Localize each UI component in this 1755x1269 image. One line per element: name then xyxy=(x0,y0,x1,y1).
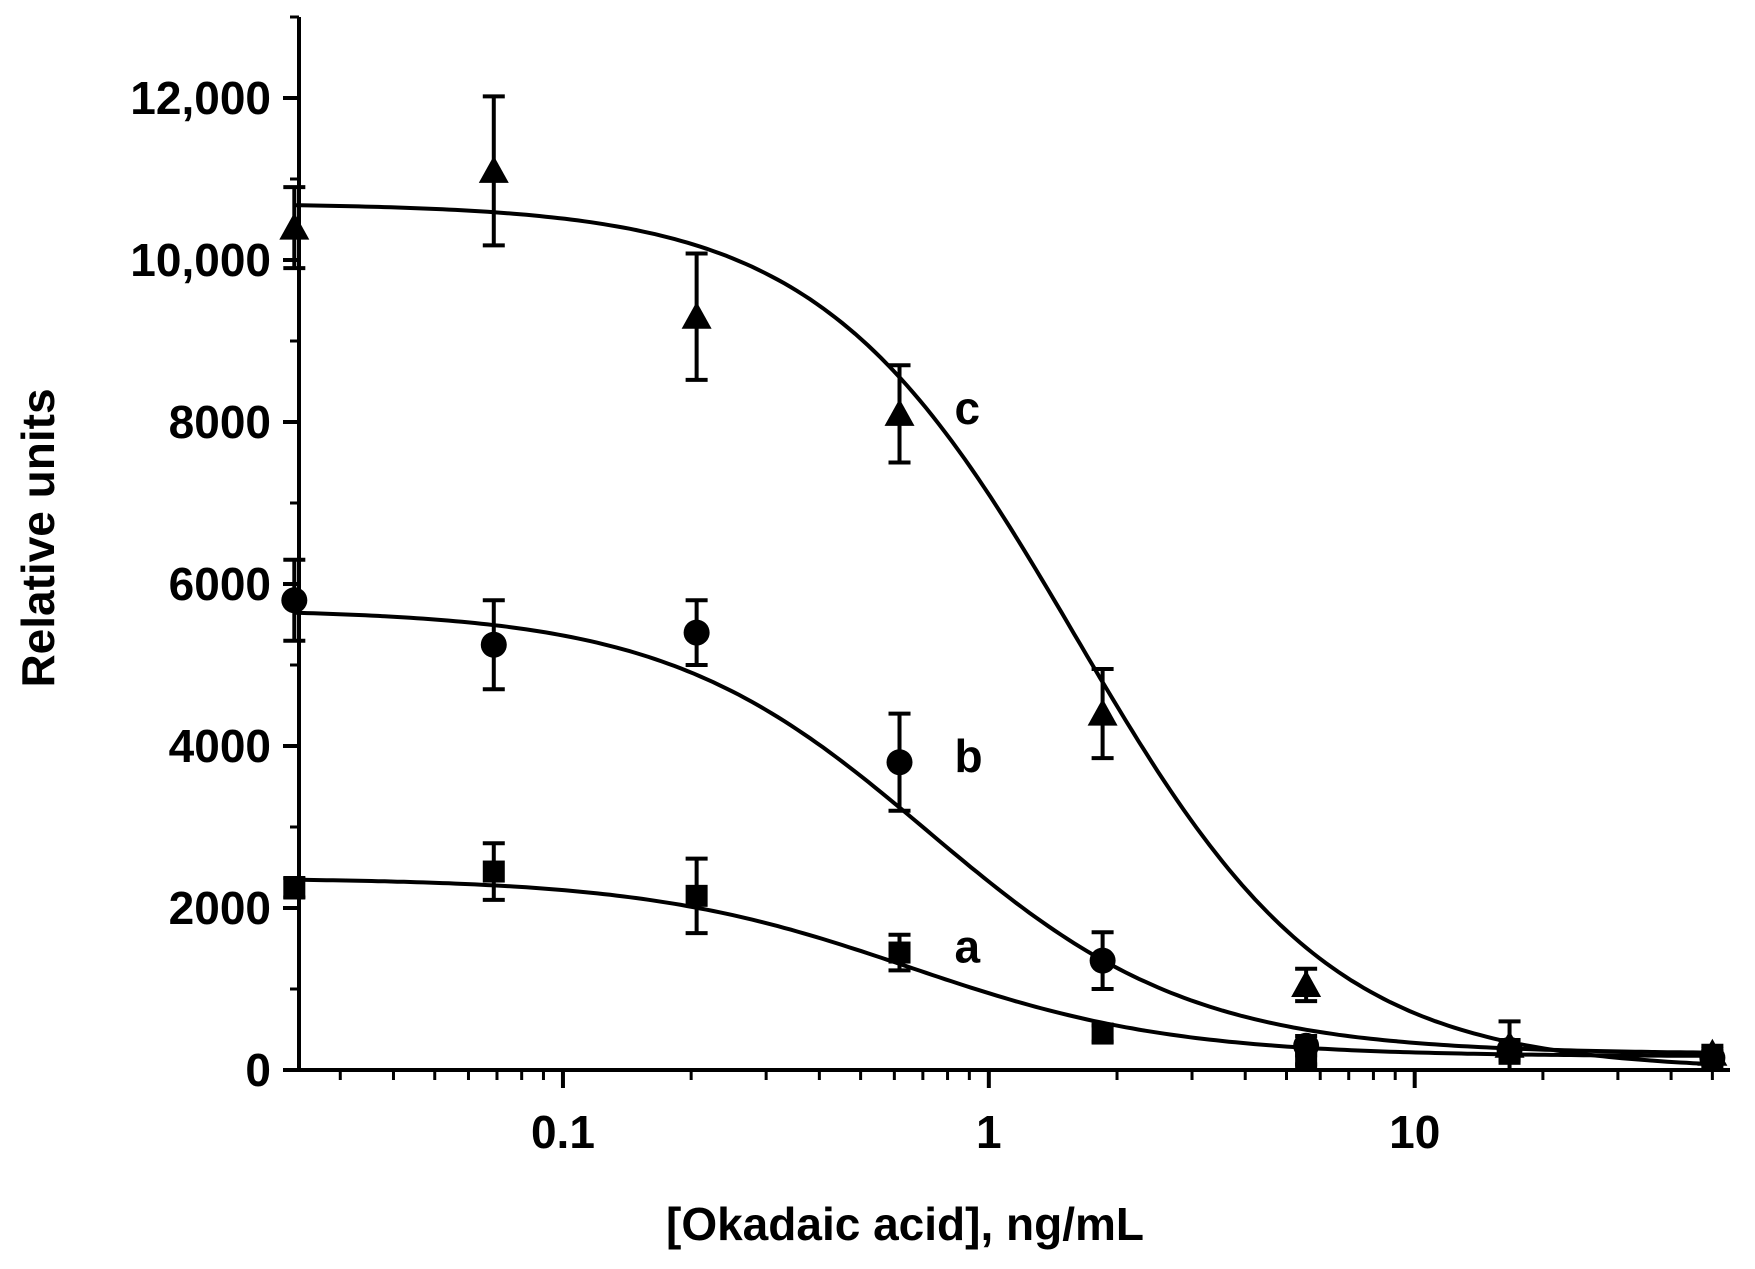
marker-circle-b xyxy=(1089,947,1116,974)
error-bars xyxy=(283,94,1724,1072)
x-axis-title: [Okadaic acid], ng/mL xyxy=(666,1198,1144,1250)
marker-circle-b xyxy=(886,749,913,776)
marker-triangle-c xyxy=(681,301,712,329)
series-label-b: b xyxy=(955,730,983,782)
fit-curves xyxy=(294,203,1713,1067)
y-tick-label: 0 xyxy=(245,1044,271,1096)
marker-circle-b xyxy=(281,587,308,614)
fit-curve-b xyxy=(294,610,1713,1055)
y-tick-label: 12,000 xyxy=(130,72,271,124)
marker-square-a xyxy=(482,860,505,883)
series-label-a: a xyxy=(955,921,981,973)
y-axis-title: Relative units xyxy=(12,388,64,687)
marker-circle-b xyxy=(1293,1032,1320,1059)
marker-triangle-c xyxy=(1087,698,1118,726)
marker-square-a xyxy=(1091,1022,1114,1045)
series-labels: a b c xyxy=(955,382,983,973)
marker-square-a xyxy=(685,884,708,907)
y-tick-label: 8000 xyxy=(169,396,271,448)
axes: 0 2000 4000 6000 8000 10,000 12,000 0.1 1 10 xyxy=(130,15,1730,1158)
marker-circle-b xyxy=(683,619,710,646)
marker-circle-b xyxy=(480,631,507,658)
marker-square-a xyxy=(888,941,911,964)
x-tick-label: 10 xyxy=(1389,1106,1440,1158)
marker-triangle-c xyxy=(279,212,310,240)
marker-triangle-c xyxy=(1697,1038,1728,1066)
x-tick-label: 0.1 xyxy=(531,1106,595,1158)
marker-triangle-c xyxy=(1291,969,1322,997)
y-tick-label: 6000 xyxy=(169,558,271,610)
marker-triangle-c xyxy=(884,398,915,426)
marker-triangle-c xyxy=(478,155,509,183)
marker-square-a xyxy=(283,876,306,899)
marker-triangle-c xyxy=(1494,1030,1525,1058)
y-tick-label: 10,000 xyxy=(130,234,271,286)
series-label-c: c xyxy=(955,382,981,434)
data-markers xyxy=(279,155,1728,1071)
fit-curve-c xyxy=(294,203,1713,1067)
y-tick-label: 2000 xyxy=(169,882,271,934)
y-tick-label: 4000 xyxy=(169,720,271,772)
fit-curve-a xyxy=(294,877,1713,1058)
x-tick-label: 1 xyxy=(976,1106,1002,1158)
